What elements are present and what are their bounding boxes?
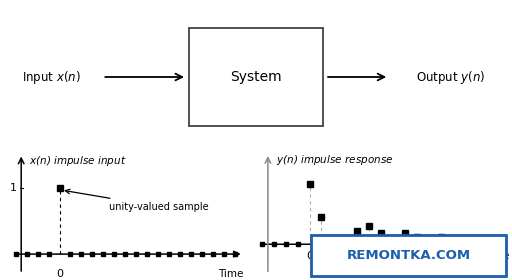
Text: unity-valued sample: unity-valued sample (66, 189, 208, 211)
Text: REMONTKA.COM: REMONTKA.COM (346, 249, 471, 262)
Text: $x$($n$) impulse input: $x$($n$) impulse input (29, 154, 126, 168)
Text: 0: 0 (56, 269, 63, 279)
Text: Input $x$($n$): Input $x$($n$) (22, 69, 80, 85)
Text: $y$($n$) impulse response: $y$($n$) impulse response (276, 153, 394, 167)
Bar (311, 235, 506, 276)
Bar (189, 28, 323, 126)
Text: 0: 0 (306, 251, 313, 262)
Text: System: System (230, 70, 282, 84)
Text: Output $y$($n$): Output $y$($n$) (416, 69, 485, 85)
Text: Time: Time (484, 251, 509, 262)
Text: 1: 1 (10, 183, 17, 193)
Text: Time: Time (218, 269, 244, 279)
